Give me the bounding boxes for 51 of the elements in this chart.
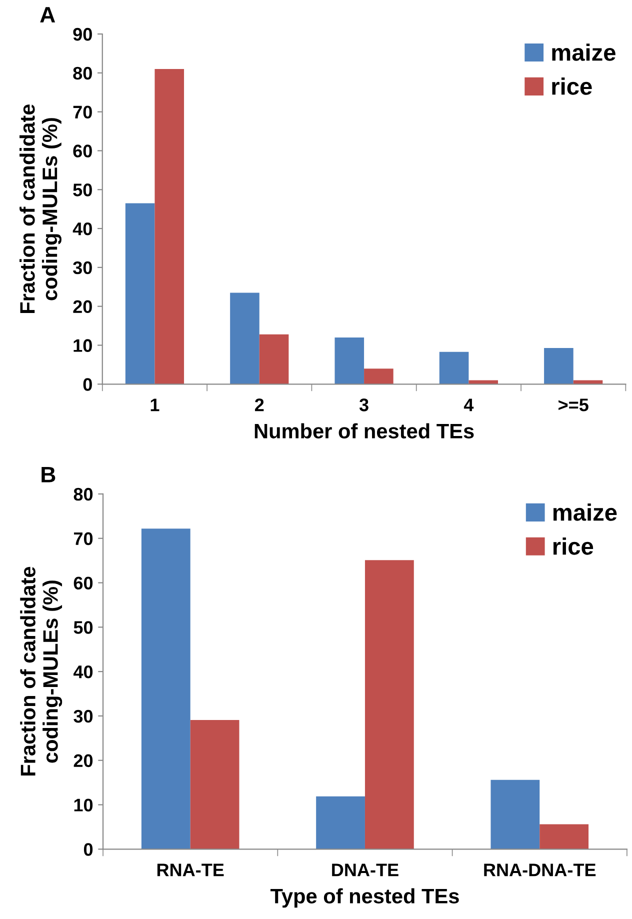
- x-tick-label: 1: [150, 398, 160, 412]
- y-tick-label: 70: [74, 532, 93, 546]
- bar: [154, 69, 184, 384]
- x-tick-label: RNA-DNA-TE: [484, 864, 596, 876]
- x-axis-title: Number of nested TEs: [254, 423, 474, 438]
- y-tick-label: 10: [74, 339, 92, 352]
- y-tick-label: 80: [74, 488, 93, 501]
- legend-label: maize: [552, 44, 616, 61]
- legend-label: maize: [553, 504, 617, 521]
- bar: [190, 720, 240, 850]
- text: A: [40, 7, 56, 22]
- x-tick-label: 2: [254, 398, 264, 412]
- y-tick-label: 70: [73, 106, 92, 119]
- bar: [364, 560, 414, 850]
- x-tick-label: RNA-TE: [157, 864, 224, 876]
- x-axis-title: Type of nested TEs: [270, 888, 459, 908]
- bar: [316, 796, 365, 850]
- y-tick-label: 30: [74, 710, 93, 723]
- x-tick-label: 4: [464, 398, 474, 412]
- bar: [540, 824, 589, 850]
- legend-label: rice: [553, 537, 594, 555]
- legend-label: rice: [552, 78, 592, 95]
- y-tick-label: 60: [73, 144, 92, 158]
- y-tick-label: 40: [73, 665, 93, 678]
- y-axis-title: Fraction of candidate coding-MULEs (%): [20, 566, 62, 776]
- x-tick-label: 3: [359, 398, 368, 412]
- bar: [364, 368, 394, 384]
- y-tick-label: 0: [84, 843, 93, 856]
- text: B: [42, 466, 56, 482]
- bar: [544, 348, 574, 384]
- y-tick-label: 0: [83, 378, 92, 391]
- x-tick-label: >=5: [558, 398, 588, 412]
- bar: [125, 203, 155, 384]
- x-tick-label: DNA-TE: [332, 864, 398, 876]
- bar: [141, 528, 190, 850]
- bar: [230, 292, 260, 384]
- y-tick-label: 60: [74, 576, 93, 590]
- y-tick-label: 50: [73, 184, 92, 196]
- y-tick-label: 80: [73, 66, 92, 80]
- bar: [334, 337, 364, 384]
- y-tick-label: 50: [74, 621, 93, 634]
- bar: [259, 334, 289, 384]
- y-tick-label: 20: [73, 300, 92, 314]
- y-tick-label: 30: [72, 261, 92, 274]
- bar: [490, 780, 540, 850]
- y-tick-label: 20: [74, 754, 93, 768]
- y-tick-label: 40: [72, 222, 92, 236]
- bar: [439, 352, 469, 384]
- y-tick-label: 10: [74, 798, 93, 812]
- y-axis-title: Fraction of candidate coding-MULEs (%): [20, 104, 62, 314]
- y-tick-label: 90: [73, 28, 92, 41]
